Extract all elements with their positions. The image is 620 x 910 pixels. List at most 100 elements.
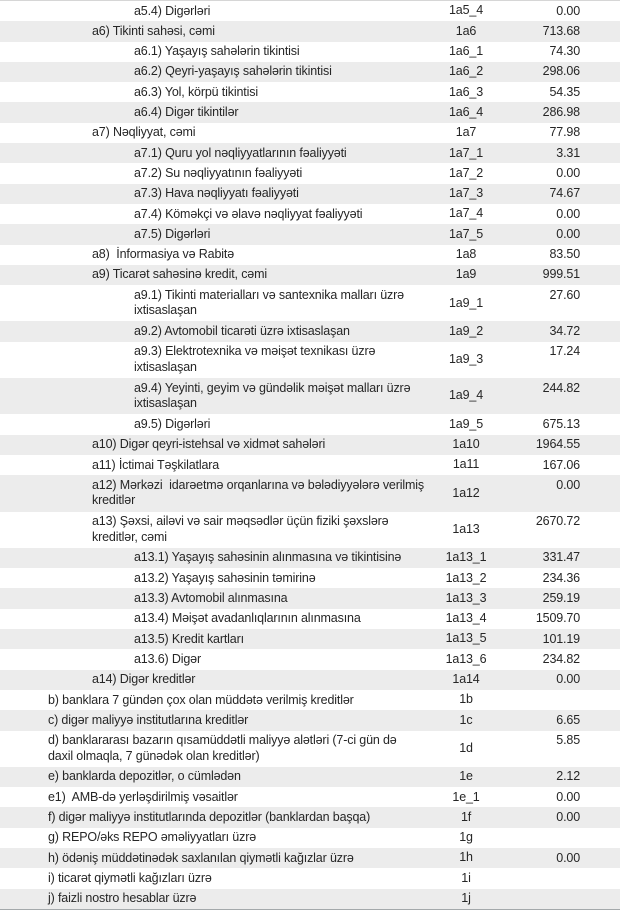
row-code: 1a7_4 <box>448 206 483 221</box>
row-label-line: a9.3) Elektrotexnika və məişət texnikası… <box>134 344 376 359</box>
table-row: a14) Digər kreditlər 1a14 0.00 <box>0 669 620 690</box>
row-label-line: f) digər maliyyə institutlarında depozit… <box>48 809 371 824</box>
table-row: h) ödəniş müddətinədək saxlanılan qiymət… <box>0 847 620 869</box>
table-row: d) banklararası bazarın qısamüddətli mal… <box>0 730 620 767</box>
table-row: f) digər maliyyə institutlarında depozit… <box>0 807 620 828</box>
row-code: 1a12 <box>452 485 480 500</box>
row-code: 1a5_4 <box>448 3 483 18</box>
row-value: 0.00 <box>556 206 580 221</box>
row-label-line: a7.3) Hava nəqliyyatı fəaliyyəti <box>134 186 299 201</box>
row-label: a13.2) Yaşayış sahəsinin təmirinə <box>0 568 432 588</box>
row-label: a7.4) Köməkçi və əlavə nəqliyyat fəaliyy… <box>0 204 432 224</box>
row-value: 167.06 <box>542 457 580 472</box>
row-code: 1a14 <box>452 672 480 687</box>
row-label: a7.1) Quru yol nəqliyyatlarının fəaliyyə… <box>0 143 432 163</box>
table-row: a7) Nəqliyyat, cəmi 1a7 77.98 <box>0 122 620 144</box>
table-row: e) banklarda depozitlər, o cümlədən 1e 2… <box>0 766 620 788</box>
row-value: 675.13 <box>542 416 580 431</box>
row-label: a11) İctimai Təşkilatlara <box>0 455 432 475</box>
row-code: 1a13_5 <box>445 631 487 646</box>
table-row: g) REPO/əks REPO əməliyyatları üzrə 1g <box>0 827 620 848</box>
row-label: d) banklararası bazarın qısamüddətli mal… <box>0 731 432 767</box>
row-value: 713.68 <box>542 23 580 38</box>
row-value: 17.24 <box>549 344 580 359</box>
row-code: 1a6_2 <box>448 64 483 79</box>
row-value: 0.00 <box>556 477 580 492</box>
row-label: a13.3) Avtomobil alınmasına <box>0 588 432 608</box>
row-code: 1c <box>459 712 473 727</box>
row-label-line: a13.1) Yaşayış sahəsinin alınmasına və t… <box>134 550 402 565</box>
table-row: a13) Şəxsi, ailəvi və sair məqsədlər üçü… <box>0 511 620 548</box>
table-row: a9.5) Digərləri 1a9_5 675.13 <box>0 414 620 435</box>
table-row: a8) İnformasiya və Rabitə 1a8 83.50 <box>0 244 620 265</box>
row-label: a14) Digər kreditlər <box>0 670 432 690</box>
row-value: 0.00 <box>556 3 580 18</box>
row-label-line: a6.3) Yol, körpü tikintisi <box>134 84 258 99</box>
table-row: a7.1) Quru yol nəqliyyatlarının fəaliyyə… <box>0 143 620 164</box>
row-code: 1a7 <box>455 125 477 140</box>
row-value: 244.82 <box>542 380 580 395</box>
row-label-line: a9.1) Tikinti materialları və santexnika… <box>134 287 404 302</box>
row-value: 298.06 <box>542 64 580 79</box>
table-row: a6.2) Qeyri-yaşayış sahələrin tikintisi … <box>0 61 620 83</box>
row-label: a9.2) Avtomobil ticarəti üzrə ixtisaslaş… <box>0 321 432 341</box>
row-code: 1i <box>461 870 471 885</box>
row-label: b) banklara 7 gündən çox olan müddətə ve… <box>0 690 432 710</box>
row-value: 27.60 <box>549 287 580 302</box>
row-label: a8) İnformasiya və Rabitə <box>0 245 432 265</box>
row-code: 1e <box>459 769 473 784</box>
row-label-line: c) digər maliyyə institutlarına kreditlə… <box>48 712 249 727</box>
row-label: a5.4) Digərləri <box>0 1 432 21</box>
row-label: g) REPO/əks REPO əməliyyatları üzrə <box>0 828 432 848</box>
row-code: 1b <box>459 692 473 707</box>
row-value: 83.50 <box>549 247 580 262</box>
row-code: 1a9_2 <box>448 323 483 338</box>
row-label: a7.3) Hava nəqliyyatı fəaliyyəti <box>0 184 432 204</box>
table-row: a13.4) Məişət avadanlıqlarının alınmasın… <box>0 608 620 630</box>
row-code: 1a13_3 <box>445 590 487 605</box>
row-code: 1h <box>459 850 473 865</box>
row-label: a9.1) Tikinti materialları və santexnika… <box>0 285 432 321</box>
row-value: 0.00 <box>556 850 580 865</box>
row-label-line: a9.5) Digərləri <box>134 416 211 431</box>
row-code: 1a13_1 <box>445 550 487 565</box>
row-value: 3.31 <box>556 145 580 160</box>
table-row: a9) Ticarət sahəsinə kredit, cəmi 1a9 99… <box>0 264 620 286</box>
row-label: a6.4) Digər tikintilər <box>0 102 432 122</box>
table-row: a7.5) Digərləri 1a7_5 0.00 <box>0 224 620 245</box>
row-code: 1a9 <box>455 267 477 282</box>
row-code: 1a7_2 <box>448 165 483 180</box>
row-label: a6) Tikinti sahəsi, cəmi <box>0 21 432 41</box>
row-label-line: e) banklarda depozitlər, o cümlədən <box>48 769 241 784</box>
row-label: h) ödəniş müddətinədək saxlanılan qiymət… <box>0 848 432 868</box>
row-code: 1a13_4 <box>445 611 487 626</box>
row-code: 1a10 <box>452 437 480 452</box>
row-value: 286.98 <box>542 105 580 120</box>
row-value: 6.65 <box>556 712 580 727</box>
row-label: f) digər maliyyə institutlarında depozit… <box>0 807 432 827</box>
row-value: 999.51 <box>542 267 580 282</box>
table-row: a9.4) Yeyinti, geyim və gündəlik məişət … <box>0 378 620 415</box>
row-label: a6.2) Qeyri-yaşayış sahələrin tikintisi <box>0 62 432 82</box>
row-label: a7.2) Su nəqliyyatının fəaliyyəti <box>0 163 432 183</box>
row-label: i) ticarət qiymətli kağızları üzrə <box>0 868 432 888</box>
table-row: a11) İctimai Təşkilatlara 1a11 167.06 <box>0 454 620 476</box>
row-code: 1g <box>459 830 473 845</box>
row-label-line: a6.4) Digər tikintilər <box>134 105 239 120</box>
row-value <box>500 828 620 848</box>
row-value: 54.35 <box>549 84 580 99</box>
table-row: a6.4) Digər tikintilər 1a6_4 286.98 <box>0 102 620 123</box>
row-label-line: j) faizli nostro hesablar üzrə <box>48 891 197 906</box>
table-row: a6) Tikinti sahəsi, cəmi 1a6 713.68 <box>0 21 620 42</box>
row-value: 0.00 <box>556 165 580 180</box>
row-code: 1a6 <box>455 23 477 38</box>
row-label-line: kreditlər <box>92 493 136 508</box>
row-label-line: ixtisaslaşan <box>134 359 197 374</box>
table-row: a6.1) Yaşayış sahələrin tikintisi 1a6_1 … <box>0 41 620 62</box>
table-row: a13.2) Yaşayış sahəsinin təmirinə 1a13_2… <box>0 568 620 589</box>
row-code: 1f <box>460 809 472 824</box>
row-label-line: a9.4) Yeyinti, geyim və gündəlik məişət … <box>134 380 411 395</box>
row-label-line: a11) İctimai Təşkilatlara <box>92 457 220 472</box>
row-code: 1d <box>459 740 473 755</box>
